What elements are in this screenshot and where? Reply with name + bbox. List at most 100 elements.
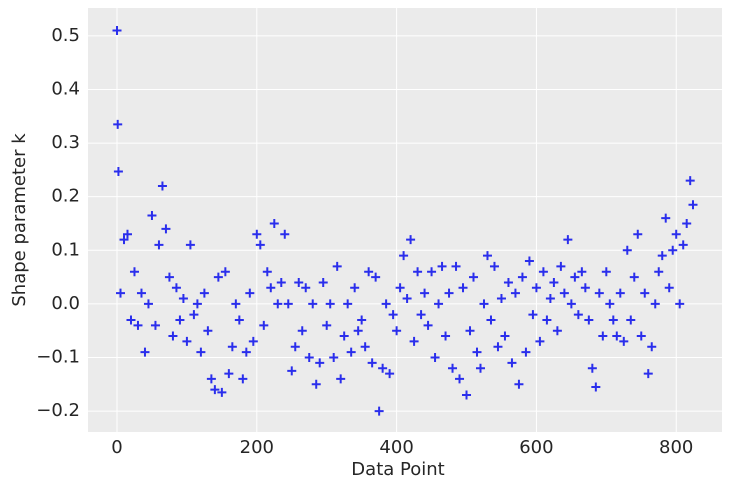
y-tick-label: 0.1: [51, 239, 80, 260]
point: [458, 283, 468, 293]
point: [538, 267, 548, 277]
point: [203, 326, 213, 336]
point: [301, 283, 311, 293]
point: [357, 315, 367, 325]
point: [409, 336, 419, 346]
point: [199, 288, 209, 298]
point: [399, 251, 409, 261]
point: [178, 294, 188, 304]
point: [661, 213, 671, 223]
point: [615, 288, 625, 298]
point: [500, 331, 510, 341]
point: [182, 336, 192, 346]
point: [350, 283, 360, 293]
point: [524, 256, 534, 266]
point: [157, 181, 167, 191]
point: [217, 387, 227, 397]
point: [671, 229, 681, 239]
point: [241, 347, 251, 357]
point: [528, 310, 538, 320]
point: [594, 288, 604, 298]
point: [287, 366, 297, 376]
point: [531, 283, 541, 293]
point: [416, 310, 426, 320]
point: [462, 390, 472, 400]
point: [503, 277, 513, 287]
y-tick-label: −0.1: [36, 346, 80, 367]
point: [388, 310, 398, 320]
y-tick-label: 0.0: [51, 293, 80, 314]
point: [143, 299, 153, 309]
point: [427, 267, 437, 277]
point: [556, 261, 566, 271]
point: [276, 277, 286, 287]
point: [668, 245, 678, 255]
point: [213, 272, 223, 282]
point: [283, 299, 293, 309]
point: [619, 336, 629, 346]
point: [517, 272, 527, 282]
point: [150, 320, 160, 330]
point: [381, 299, 391, 309]
point: [133, 320, 143, 330]
point: [385, 369, 395, 379]
point: [113, 166, 123, 176]
point: [119, 235, 129, 245]
point: [224, 369, 234, 379]
point: [535, 336, 545, 346]
point: [451, 261, 461, 271]
point: [297, 326, 307, 336]
point: [122, 229, 132, 239]
x-tick-label: 600: [519, 437, 553, 458]
point: [175, 315, 185, 325]
point: [584, 315, 594, 325]
point: [444, 288, 454, 298]
point: [129, 267, 139, 277]
y-tick-label: 0.4: [51, 78, 80, 99]
point: [640, 288, 650, 298]
point: [308, 299, 318, 309]
point: [626, 315, 636, 325]
point: [336, 374, 346, 384]
point: [448, 363, 458, 373]
point: [636, 331, 646, 341]
point: [220, 267, 230, 277]
point: [318, 277, 328, 287]
point: [325, 299, 335, 309]
y-tick-label: −0.2: [36, 400, 80, 421]
point: [252, 229, 262, 239]
point: [633, 229, 643, 239]
point: [629, 272, 639, 282]
point: [116, 288, 126, 298]
point: [280, 229, 290, 239]
point: [573, 310, 583, 320]
y-tick-label: 0.2: [51, 186, 80, 207]
point: [262, 267, 272, 277]
point: [332, 261, 342, 271]
point: [189, 310, 199, 320]
point: [475, 363, 485, 373]
point: [423, 320, 433, 330]
y-tick-label: 0.3: [51, 132, 80, 153]
point: [493, 342, 503, 352]
point: [605, 299, 615, 309]
point: [552, 326, 562, 336]
point: [657, 251, 667, 261]
point: [678, 240, 688, 250]
point: [479, 299, 489, 309]
point: [608, 315, 618, 325]
point: [622, 245, 632, 255]
x-tick-label: 400: [379, 437, 413, 458]
point: [675, 299, 685, 309]
point: [266, 283, 276, 293]
y-tick-label: 0.5: [51, 25, 80, 46]
point: [441, 331, 451, 341]
point: [392, 326, 402, 336]
point: [664, 283, 674, 293]
point: [294, 277, 304, 287]
x-axis-label: Data Point: [351, 459, 444, 480]
point: [315, 358, 325, 368]
point: [346, 347, 356, 357]
